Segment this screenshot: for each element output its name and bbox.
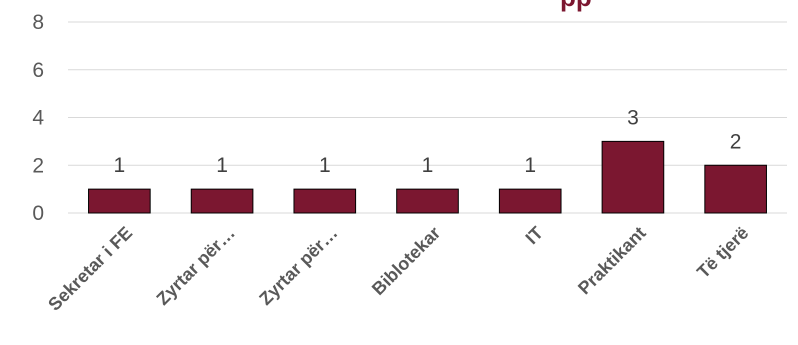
bar	[704, 164, 767, 214]
data-label: 2	[730, 130, 742, 153]
data-label: 1	[422, 154, 434, 177]
y-tick-label: 0	[32, 202, 44, 225]
category-label: Zyrtar për…	[255, 223, 341, 309]
bar	[396, 188, 459, 214]
y-tick-label: 4	[32, 107, 44, 130]
y-tick-label: 2	[32, 154, 44, 177]
bars	[88, 140, 767, 214]
category-label: Biblotekar	[368, 223, 444, 299]
bar	[498, 188, 562, 214]
bar	[601, 140, 665, 214]
data-label: 1	[319, 154, 331, 177]
category-label: Të tjerë	[693, 223, 752, 282]
category-label: Praktikant	[574, 223, 650, 299]
bar	[190, 188, 254, 214]
category-label: IT	[522, 223, 547, 248]
data-label: 1	[114, 154, 126, 177]
x-axis-categories: Sekretar i FE Zyrtar për… Zyrtar për… Biblo…	[44, 223, 752, 315]
y-tick-label: 8	[32, 11, 44, 34]
data-label: 3	[627, 106, 639, 129]
chart-title-fragment: pp	[560, 0, 592, 12]
category-label: Sekretar i FE	[44, 223, 136, 315]
data-labels: 1 1 1 1 1 3 2	[114, 106, 742, 177]
bar	[293, 188, 357, 214]
y-tick-label: 6	[32, 59, 44, 82]
data-label: 1	[524, 154, 536, 177]
y-axis-ticks: 0 2 4 6 8	[32, 11, 44, 225]
category-label: Zyrtar për…	[153, 223, 239, 309]
bar	[88, 188, 151, 214]
data-label: 1	[216, 154, 228, 177]
gridlines	[68, 21, 787, 214]
